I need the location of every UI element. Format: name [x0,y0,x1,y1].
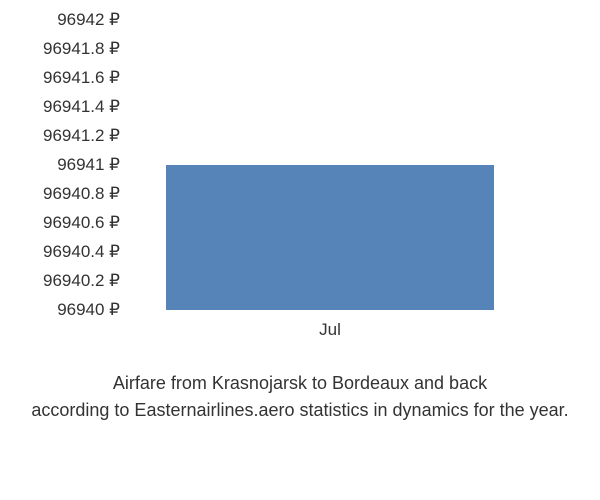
y-axis-tick-label: 96941.8 ₽ [0,39,120,59]
y-axis-tick-label: 96941.2 ₽ [0,126,120,146]
x-axis-tick-label: Jul [130,320,530,340]
bar [166,165,494,310]
caption-line-1: Airfare from Krasnojarsk to Bordeaux and… [0,370,600,397]
y-axis-tick-label: 96940.8 ₽ [0,184,120,204]
y-axis-tick-label: 96942 ₽ [0,10,120,30]
chart-container: 96940 ₽ 96940.2 ₽ 96940.4 ₽ 96940.6 ₽ 96940.… [0,0,600,500]
chart-caption: Airfare from Krasnojarsk to Bordeaux and… [0,370,600,424]
y-axis-tick-label: 96940.4 ₽ [0,242,120,262]
y-axis-tick-label: 96941.6 ₽ [0,68,120,88]
y-axis-tick-label: 96940 ₽ [0,300,120,320]
caption-line-2: according to Easternairlines.aero statis… [0,397,600,424]
y-axis-tick-label: 96941.4 ₽ [0,97,120,117]
y-axis-tick-label: 96940.6 ₽ [0,213,120,233]
y-axis-tick-label: 96940.2 ₽ [0,271,120,291]
chart-area: 96940 ₽ 96940.2 ₽ 96940.4 ₽ 96940.6 ₽ 96940.… [0,0,560,340]
y-axis-tick-label: 96941 ₽ [0,155,120,175]
plot-region [130,20,530,310]
